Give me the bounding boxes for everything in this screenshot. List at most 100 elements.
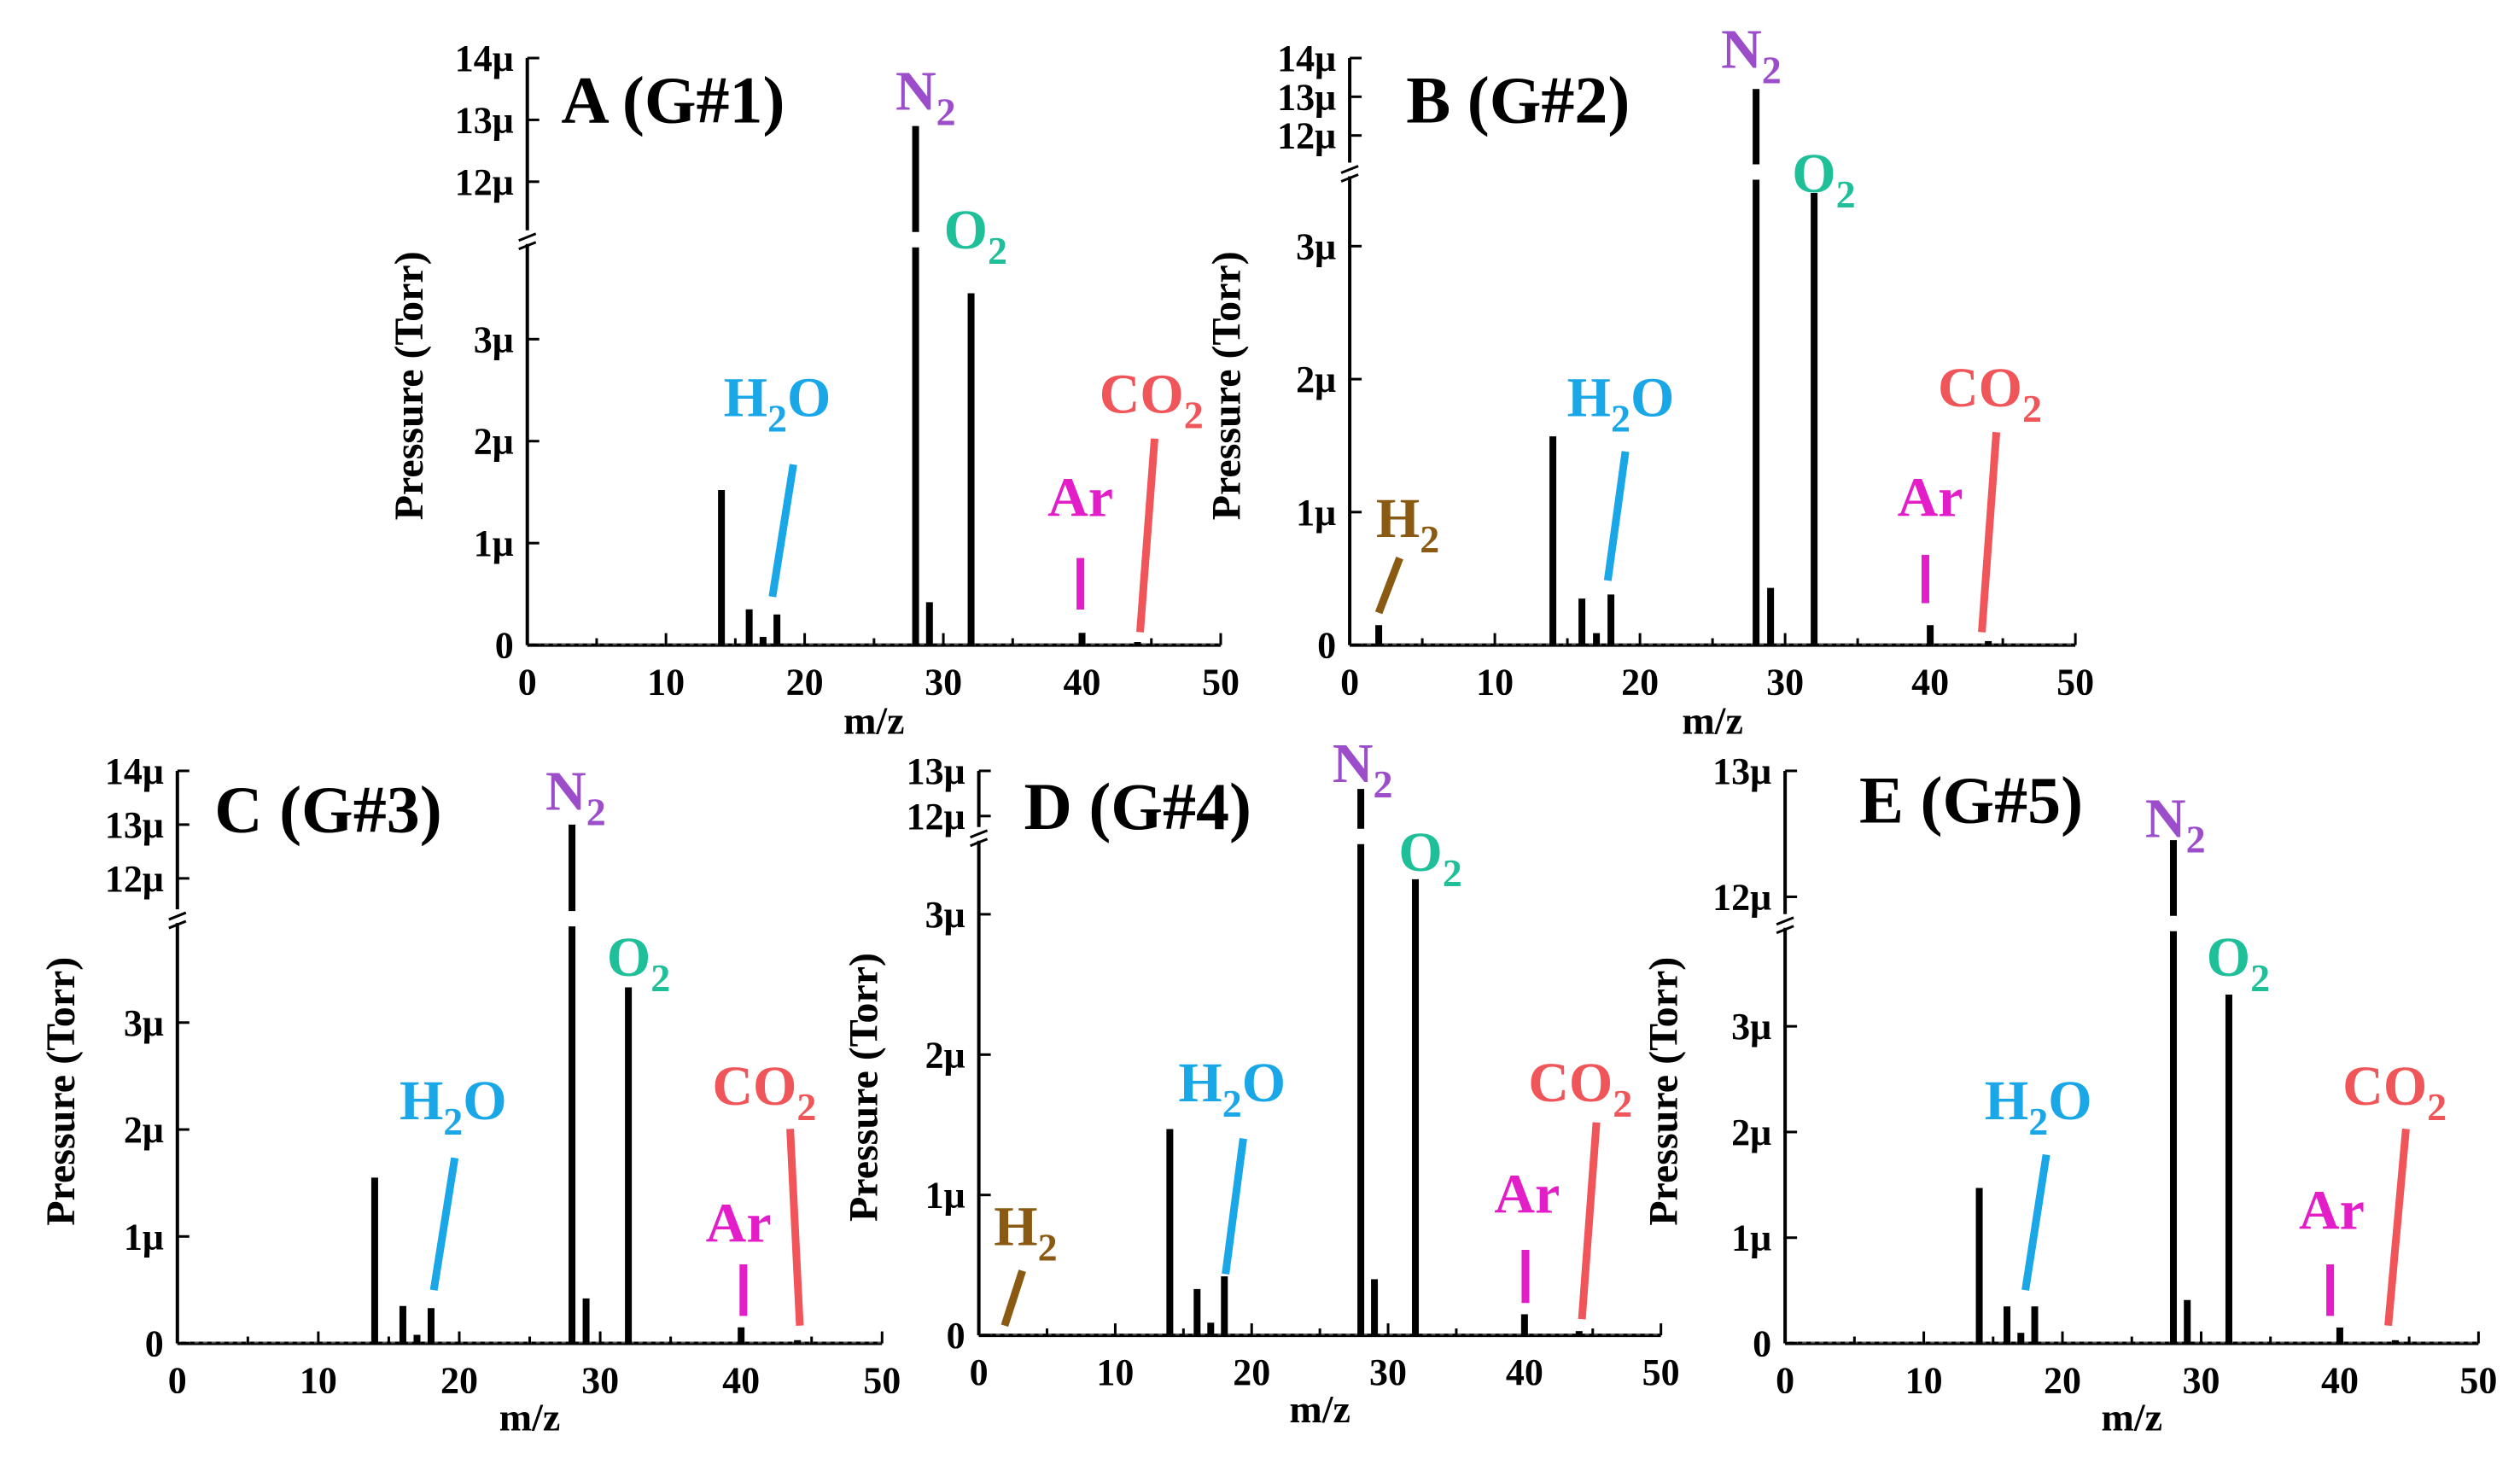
x-axis-label: m/z bbox=[499, 1396, 561, 1439]
species-label-tail: O bbox=[1242, 1052, 1286, 1114]
panel-title: A (G#1) bbox=[561, 63, 785, 137]
species-label-subscript: 2 bbox=[1443, 851, 1462, 895]
x-tick-label: 10 bbox=[1476, 662, 1514, 703]
axis-break-mark bbox=[518, 241, 537, 251]
axis-break-mark bbox=[168, 919, 187, 930]
species-label-subscript: 2 bbox=[1038, 1225, 1058, 1269]
y-tick-label: 3μ bbox=[124, 1002, 164, 1044]
y-tick-label: 12μ bbox=[455, 161, 514, 203]
x-tick-label: 50 bbox=[1202, 662, 1240, 703]
species-label-main: N bbox=[545, 760, 586, 822]
axis-break-mark bbox=[970, 829, 989, 839]
y-tick-label: 14μ bbox=[1277, 38, 1336, 79]
species-label-main: O bbox=[607, 926, 650, 989]
species-label: Ar bbox=[1047, 466, 1113, 528]
y-tick-label: 1μ bbox=[925, 1175, 965, 1217]
x-tick-label: 20 bbox=[2044, 1360, 2081, 1402]
y-tick-label: 1μ bbox=[1296, 492, 1336, 534]
species-label-subscript: 2 bbox=[650, 956, 670, 1000]
leader-line bbox=[2384, 1128, 2410, 1327]
x-tick-label: 20 bbox=[1621, 662, 1659, 703]
y-tick-label: 2μ bbox=[474, 421, 514, 463]
species-label-subscript: 2 bbox=[1611, 396, 1630, 440]
species-label-main: Ar bbox=[706, 1193, 772, 1255]
y-tick-label: 3μ bbox=[1296, 225, 1336, 267]
y-tick-label: 13μ bbox=[1712, 750, 1771, 792]
axis-break-mark bbox=[168, 911, 187, 921]
y-tick-label: 14μ bbox=[455, 38, 514, 79]
leader-line bbox=[768, 464, 797, 598]
species-label-tail: O bbox=[787, 366, 831, 429]
x-tick-label: 40 bbox=[722, 1360, 760, 1402]
y-tick-label: 14μ bbox=[105, 750, 164, 792]
panel-title: D (G#4) bbox=[1024, 769, 1251, 843]
y-tick-label: 2μ bbox=[925, 1034, 965, 1076]
species-label-subscript: 2 bbox=[796, 1085, 816, 1129]
x-axis-label: m/z bbox=[1289, 1387, 1350, 1431]
y-tick-label: 0 bbox=[1317, 625, 1336, 667]
x-tick-label: 0 bbox=[168, 1360, 187, 1402]
y-tick-label: 12μ bbox=[1277, 115, 1336, 157]
species-label: CO2 bbox=[1100, 364, 1204, 437]
x-tick-label: 0 bbox=[970, 1351, 989, 1393]
species-label: Ar bbox=[2299, 1179, 2365, 1241]
y-axis-label: Pressure (Torr) bbox=[387, 251, 432, 520]
x-tick-label: 20 bbox=[1233, 1351, 1270, 1393]
x-tick-label: 50 bbox=[1642, 1351, 1680, 1393]
species-label-main: H bbox=[1376, 487, 1420, 550]
species-label: O2 bbox=[607, 926, 670, 1000]
species-label-subscript: 2 bbox=[988, 229, 1007, 272]
y-tick-label: 12μ bbox=[907, 796, 965, 838]
y-tick-label: 0 bbox=[1753, 1323, 1771, 1365]
species-label-main: CO bbox=[2342, 1055, 2427, 1118]
axis-break-mark bbox=[1776, 925, 1794, 935]
species-label-tail: O bbox=[1630, 366, 1674, 429]
x-tick-label: 10 bbox=[300, 1360, 337, 1402]
species-label-subscript: 2 bbox=[1836, 172, 1856, 216]
species-label: N2 bbox=[2145, 787, 2206, 861]
y-tick-label: 13μ bbox=[907, 750, 965, 792]
species-label-subscript: 2 bbox=[1184, 394, 1204, 437]
species-label-main: CO bbox=[1938, 357, 2022, 419]
axis-break-mark bbox=[518, 232, 537, 242]
x-tick-label: 10 bbox=[1905, 1360, 1943, 1402]
species-label-main: Ar bbox=[2299, 1179, 2365, 1241]
y-tick-label: 1μ bbox=[474, 522, 514, 564]
y-tick-label: 3μ bbox=[925, 894, 965, 936]
species-label-main: O bbox=[2207, 926, 2250, 989]
species-label-subscript: 2 bbox=[2427, 1085, 2447, 1129]
species-label-subscript: 2 bbox=[586, 790, 606, 833]
panel-2: 0 10 20 30 40 50 0 1μ 2μ 3μ 12μ 13μ 14μ C (G#3) m/z Pre… bbox=[38, 750, 901, 1439]
x-tick-label: 20 bbox=[440, 1360, 478, 1402]
species-label-main: N bbox=[2145, 787, 2186, 849]
y-tick-label: 0 bbox=[495, 625, 514, 667]
y-tick-label: 2μ bbox=[1296, 359, 1336, 400]
species-label: CO2 bbox=[712, 1055, 816, 1129]
species-label-main: N bbox=[895, 60, 936, 122]
species-label-main: N bbox=[1333, 732, 1374, 795]
species-label-subscript: 2 bbox=[2186, 817, 2206, 861]
species-label-main: H bbox=[1985, 1070, 2028, 1132]
y-axis-label: Pressure (Torr) bbox=[842, 953, 887, 1222]
y-tick-label: 12μ bbox=[105, 858, 164, 900]
x-tick-label: 0 bbox=[1776, 1360, 1794, 1402]
leader-line bbox=[1000, 1269, 1026, 1328]
species-label: N2 bbox=[1721, 18, 1782, 91]
species-label: N2 bbox=[545, 760, 606, 833]
y-axis-label: Pressure (Torr) bbox=[38, 957, 84, 1226]
species-label: O2 bbox=[2207, 926, 2270, 1000]
x-axis-label: m/z bbox=[843, 698, 905, 742]
y-tick-label: 2μ bbox=[1731, 1112, 1771, 1153]
y-tick-label: 12μ bbox=[1712, 876, 1771, 918]
x-tick-label: 10 bbox=[647, 662, 685, 703]
species-label-main: H bbox=[724, 366, 767, 429]
y-tick-label: 0 bbox=[145, 1323, 164, 1365]
species-label-main: H bbox=[1567, 366, 1611, 429]
species-label: CO2 bbox=[2342, 1055, 2447, 1129]
species-label-main: CO bbox=[1528, 1052, 1613, 1114]
y-tick-label: 13μ bbox=[1277, 76, 1336, 118]
leader-line bbox=[1374, 556, 1403, 615]
